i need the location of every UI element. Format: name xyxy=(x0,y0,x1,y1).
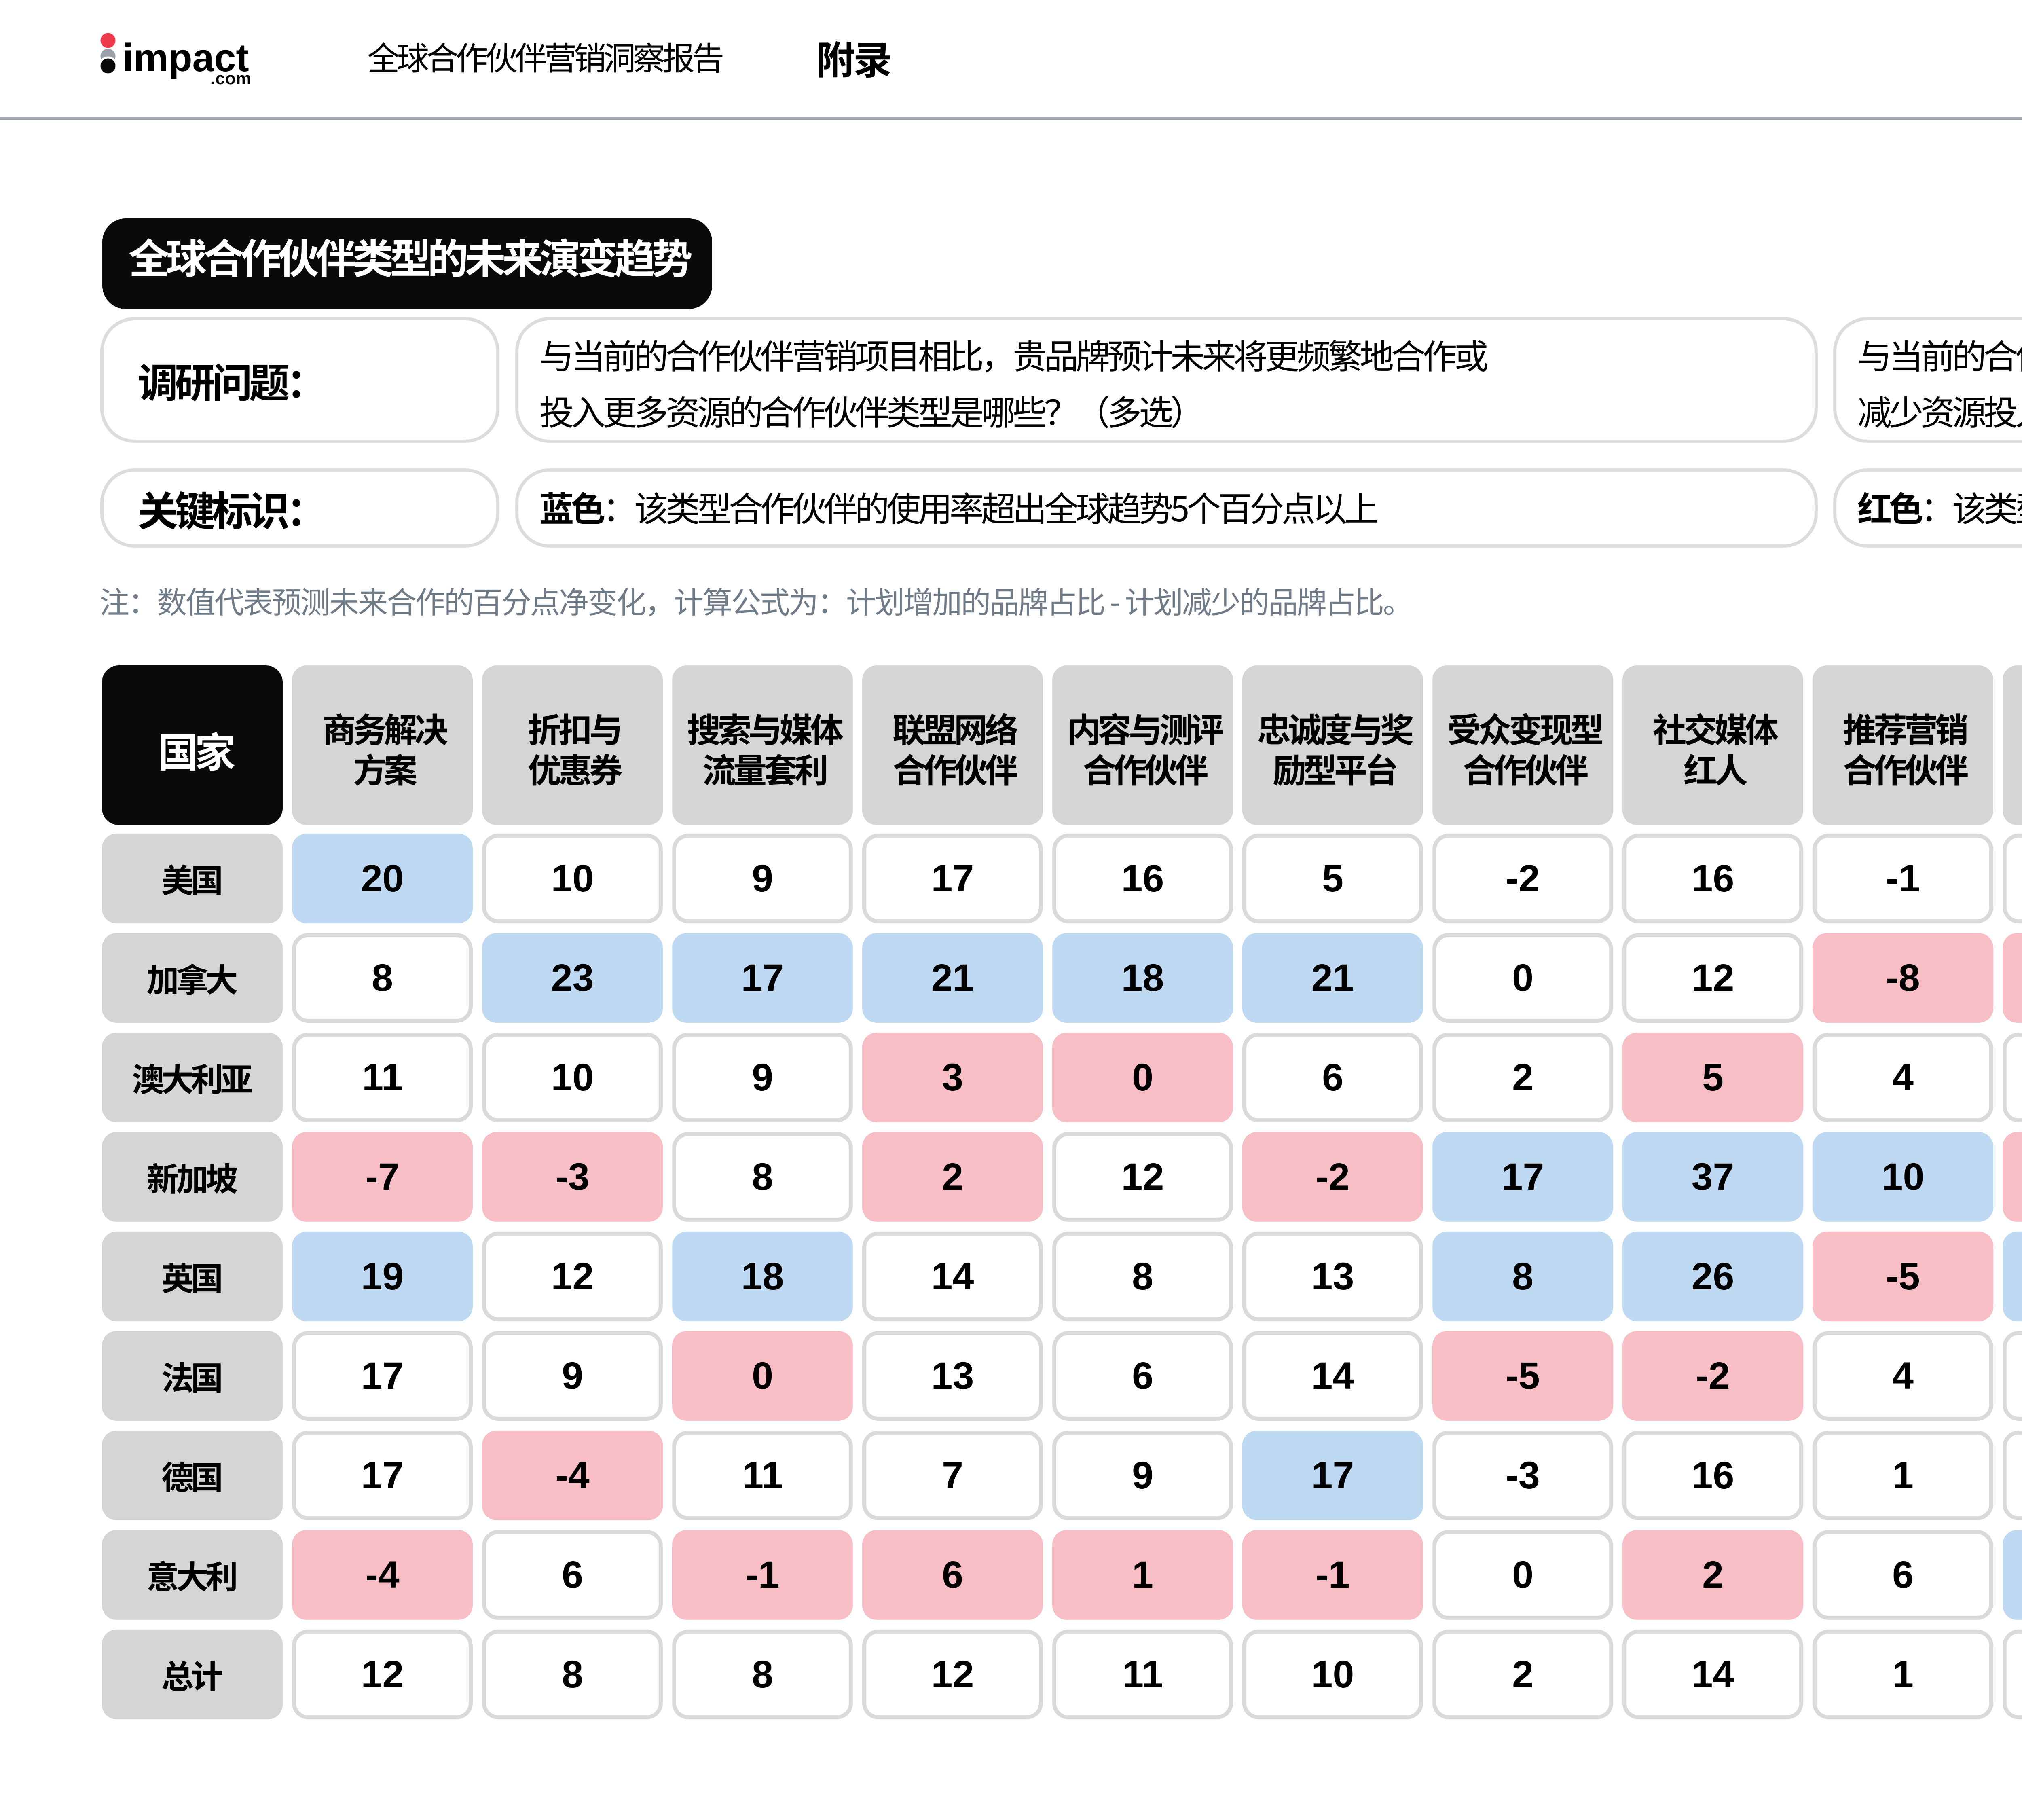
svg-text:impact: impact xyxy=(123,36,249,80)
svg-text:.com: .com xyxy=(210,69,252,88)
